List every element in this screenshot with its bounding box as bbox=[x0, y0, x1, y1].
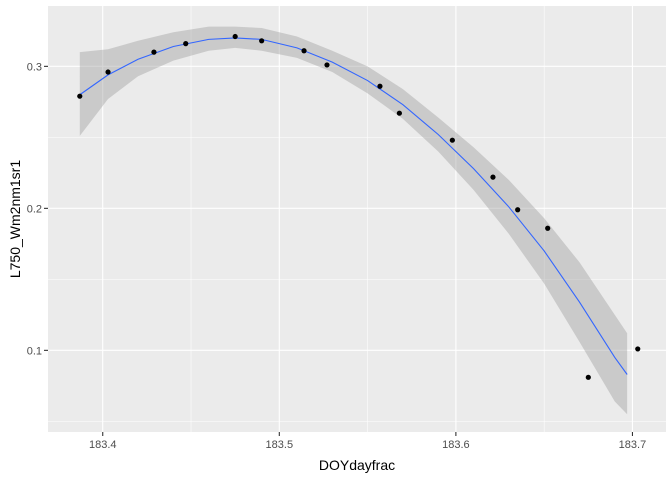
x-tick-label: 183.6 bbox=[442, 439, 470, 451]
panel-background bbox=[48, 6, 666, 432]
x-axis-ticks: 183.4 183.5 183.6 183.7 bbox=[89, 432, 646, 451]
data-point bbox=[301, 48, 307, 54]
confidence-band bbox=[79, 26, 628, 415]
data-point bbox=[449, 137, 455, 143]
data-point bbox=[545, 225, 551, 231]
y-tick-label: 0.2 bbox=[27, 203, 42, 215]
data-point bbox=[232, 33, 238, 40]
data-point bbox=[396, 110, 402, 116]
x-axis-title: DOYdayfrac bbox=[319, 457, 395, 473]
data-point bbox=[490, 174, 496, 180]
data-points bbox=[77, 33, 641, 380]
data-point bbox=[183, 41, 189, 47]
data-point bbox=[324, 62, 330, 68]
data-point bbox=[635, 346, 641, 352]
y-axis-ticks: 0.1 0.2 0.3 bbox=[27, 61, 48, 357]
data-point bbox=[377, 83, 383, 89]
data-point bbox=[105, 69, 111, 75]
y-tick-label: 0.1 bbox=[27, 345, 42, 357]
data-point bbox=[259, 38, 265, 44]
data-point bbox=[515, 207, 521, 213]
x-tick-label: 183.5 bbox=[266, 439, 294, 451]
y-axis-title: L750_Wm2nm1sr1 bbox=[7, 160, 23, 278]
data-point bbox=[151, 49, 157, 55]
x-tick-label: 183.4 bbox=[89, 439, 117, 451]
smooth-line bbox=[79, 37, 628, 375]
x-tick-label: 183.7 bbox=[619, 439, 647, 451]
data-point bbox=[77, 93, 83, 99]
data-point bbox=[585, 374, 591, 380]
y-tick-label: 0.3 bbox=[27, 61, 42, 73]
major-gridlines bbox=[48, 6, 666, 432]
minor-gridlines bbox=[48, 6, 666, 432]
